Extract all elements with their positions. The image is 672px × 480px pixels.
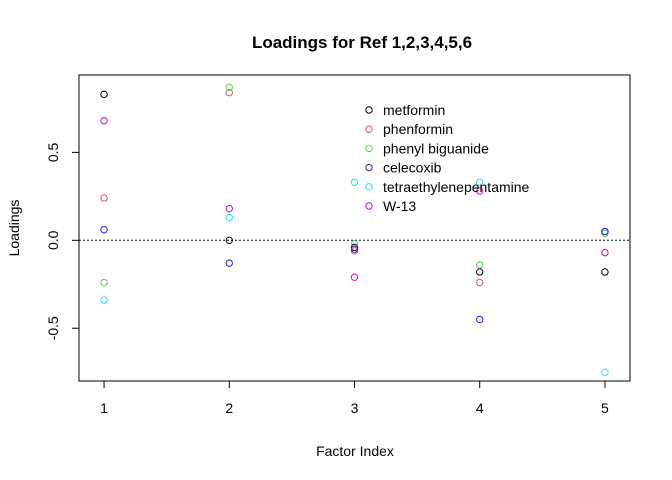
- data-point: [350, 245, 359, 253]
- data-points: [100, 83, 609, 376]
- data-point: [476, 178, 484, 186]
- y-tick-label: 0.5: [45, 142, 61, 162]
- data-point: [100, 90, 108, 99]
- data-point: [225, 259, 233, 267]
- data-point: [476, 315, 484, 324]
- legend-label: tetraethylenepentamine: [383, 179, 530, 195]
- data-point: [100, 278, 108, 287]
- data-point: [601, 268, 609, 276]
- data-point: [225, 83, 233, 92]
- legend-label: metformin: [383, 102, 445, 118]
- data-point: [225, 88, 233, 97]
- data-point: [100, 194, 108, 202]
- x-tick-label: 4: [476, 400, 484, 416]
- legend-label: W-13: [383, 198, 416, 214]
- x-axis: 1 2 3 4 5: [100, 381, 609, 416]
- legend-label: phenyl biguanide: [383, 140, 489, 156]
- x-tick-label: 3: [351, 400, 359, 416]
- x-tick-label: 5: [601, 400, 609, 416]
- legend-marker: [365, 106, 373, 114]
- data-point: [350, 178, 359, 186]
- data-point: [476, 261, 484, 269]
- chart-title: Loadings for Ref 1,2,3,4,5,6: [252, 33, 472, 52]
- y-tick-label: -0.5: [45, 316, 61, 340]
- data-point: [601, 368, 609, 376]
- data-point: [601, 248, 609, 257]
- data-point: [350, 240, 359, 248]
- data-point: [476, 278, 484, 287]
- y-axis-label: Loadings: [6, 200, 22, 257]
- legend-marker: [365, 144, 373, 153]
- data-point: [476, 268, 484, 276]
- data-point: [225, 236, 233, 245]
- data-point: [100, 226, 108, 234]
- plot-frame: [78, 74, 631, 382]
- x-axis-label: Factor Index: [316, 443, 394, 459]
- data-point: [225, 213, 233, 222]
- data-point: [100, 296, 108, 304]
- legend-label: celecoxib: [383, 160, 442, 176]
- legend-marker: [365, 183, 373, 191]
- legend: metformin phenformin phenyl biguanide celec…: [365, 102, 530, 214]
- y-axis: -0.5 0.0 0.5: [45, 142, 79, 340]
- x-tick-label: 1: [100, 400, 108, 416]
- data-point: [100, 117, 108, 125]
- x-tick-label: 2: [225, 400, 233, 416]
- data-point: [601, 227, 609, 236]
- legend-label: phenformin: [383, 121, 453, 137]
- legend-marker: [365, 163, 373, 172]
- y-tick-label: 0.0: [45, 230, 61, 250]
- data-point: [350, 273, 359, 281]
- legend-marker: [365, 125, 373, 133]
- data-point: [225, 204, 233, 213]
- legend-marker: [365, 202, 373, 210]
- data-point: [476, 187, 484, 195]
